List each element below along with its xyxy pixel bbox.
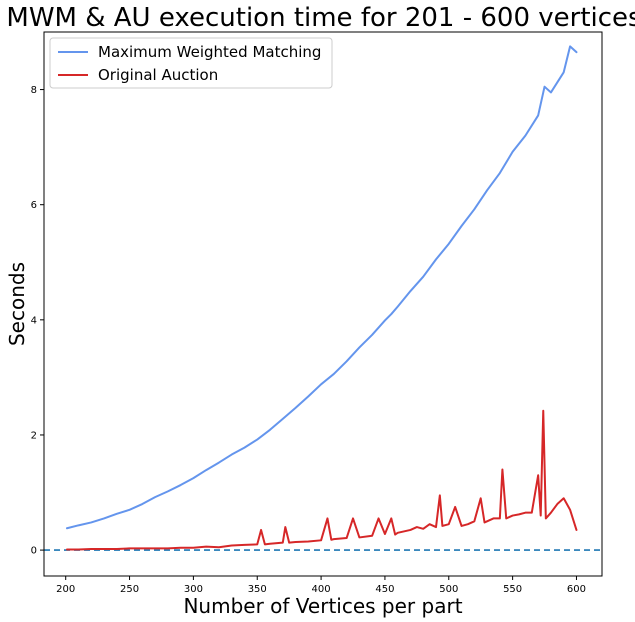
x-tick-label: 500: [439, 584, 458, 595]
legend-box: [49, 37, 333, 89]
y-tick-label: 6: [31, 200, 37, 211]
legend-label: Maximum Weighted Matching: [98, 43, 321, 61]
x-tick-label: 600: [567, 584, 586, 595]
y-tick-label: 4: [31, 315, 37, 326]
x-tick-label: 400: [312, 584, 331, 595]
y-tick-label: 0: [31, 546, 37, 557]
x-axis-label: Number of Vertices per part: [183, 594, 462, 618]
series-line-mwm: [65, 45, 578, 530]
chart-title: MWM & AU execution time for 201 - 600 ve…: [6, 3, 635, 33]
x-tick-label: 200: [56, 584, 75, 595]
x-tick-label: 550: [503, 584, 522, 595]
legend-label: Original Auction: [98, 66, 218, 84]
plot-frame: [43, 31, 603, 577]
y-tick-label: 2: [31, 430, 37, 441]
y-tick-label: 8: [31, 85, 37, 96]
x-tick-label: 300: [184, 584, 203, 595]
x-tick-label: 450: [375, 584, 394, 595]
series-line-auction: [65, 409, 578, 551]
y-axis-label: Seconds: [5, 262, 29, 346]
x-tick-label: 250: [120, 584, 139, 595]
x-tick-label: 350: [248, 584, 267, 595]
